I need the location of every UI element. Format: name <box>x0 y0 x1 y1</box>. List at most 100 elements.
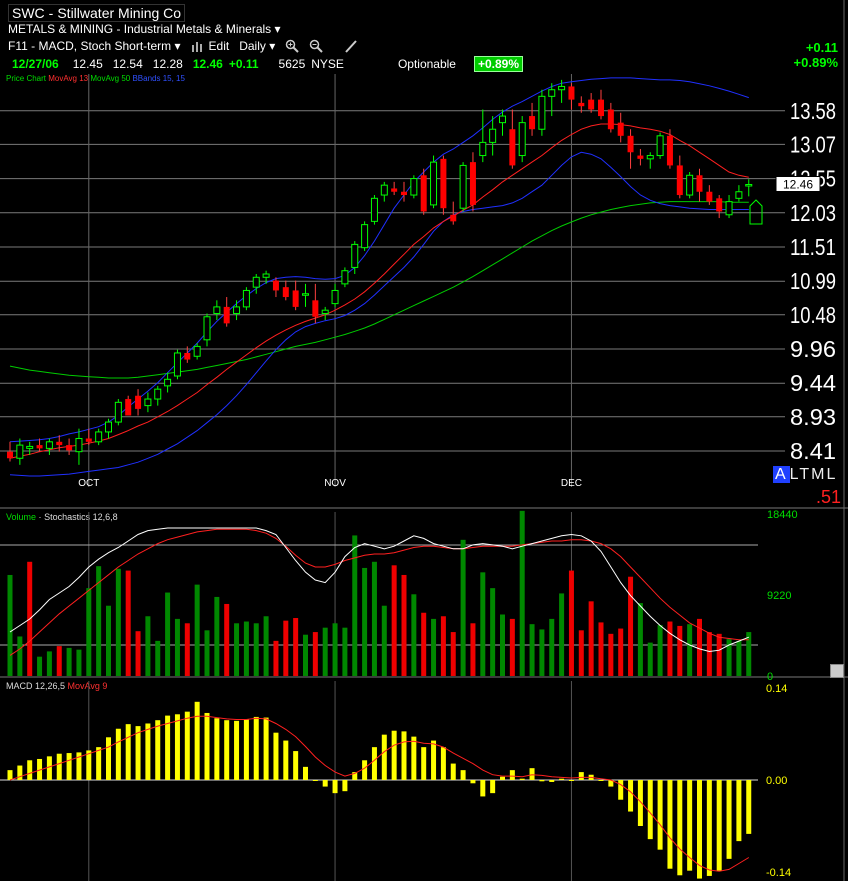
macd-bar <box>628 780 634 812</box>
arrow-down-icon <box>749 199 763 225</box>
volume-bar <box>204 630 210 676</box>
volume-bar <box>17 636 23 676</box>
volume-bar <box>588 601 594 676</box>
ma50-line <box>9 201 749 379</box>
candle-body <box>538 95 546 130</box>
macd-bar <box>322 780 328 787</box>
macd-bar <box>214 718 220 780</box>
candle-body <box>588 99 595 110</box>
panel-resize-handle[interactable] <box>830 664 844 678</box>
candle-body <box>370 197 378 222</box>
candle-body <box>450 214 457 222</box>
candle-body <box>56 441 63 446</box>
optionable-label: Optionable <box>397 57 456 71</box>
candle-body <box>518 122 526 157</box>
zoom-in-icon[interactable] <box>285 39 299 53</box>
volume-tick-label: 9220 <box>767 590 791 602</box>
volume-bar <box>509 618 515 676</box>
zoom-out-icon[interactable] <box>309 39 323 53</box>
candle-body <box>7 451 13 459</box>
volume-bar <box>440 616 446 676</box>
candle-body <box>75 438 83 453</box>
volume-bar <box>519 510 525 676</box>
layout-selector[interactable]: F11 - MACD, Stoch Short-term ▾ <box>8 39 181 53</box>
change-value: +0.11 <box>805 40 838 55</box>
macd-bar <box>460 770 466 780</box>
candle-body <box>361 224 369 249</box>
candle-body <box>154 388 162 400</box>
macd-bar <box>647 780 653 840</box>
legend-macd: MACD 12,26,5 <box>6 681 66 691</box>
candle-body <box>272 280 279 291</box>
macd-bar <box>145 723 151 780</box>
candle-body <box>745 184 753 187</box>
volume-bar <box>500 614 505 676</box>
volume-bar <box>421 612 427 676</box>
macd-bar <box>539 780 545 782</box>
industry-selector[interactable]: METALS & MINING - Industrial Metals & Mi… <box>8 22 281 36</box>
candle-body <box>213 306 221 314</box>
volume-bar <box>283 620 289 676</box>
candle-body <box>292 290 299 307</box>
candle-body <box>509 129 516 166</box>
macd-bar <box>253 716 259 780</box>
macd-bar <box>106 737 111 780</box>
macd-bar <box>46 756 52 780</box>
candle-body <box>223 306 230 324</box>
macd-bar <box>697 780 702 879</box>
macd-bar <box>667 780 673 869</box>
edit-button[interactable]: Edit <box>191 39 230 53</box>
macd-bar <box>17 765 23 780</box>
altml-indicator[interactable]: A LTML <box>773 466 837 484</box>
quote-exchange: NYSE <box>311 57 344 71</box>
macd-bar <box>332 780 338 794</box>
volume-bar <box>401 574 407 676</box>
macd-bar <box>450 763 456 780</box>
price-tick-label: 8.41 <box>790 438 836 464</box>
macd-bar <box>174 714 180 780</box>
chart-toolbar: F11 - MACD, Stoch Short-term ▾ Edit Dail… <box>8 39 361 53</box>
macd-bar <box>480 780 486 797</box>
candle-body <box>184 352 191 360</box>
candle-body <box>341 270 349 285</box>
candle-body <box>144 398 152 407</box>
volume-bar <box>135 631 141 676</box>
month-label: DEC <box>561 478 582 489</box>
price-tick-label: 13.07 <box>790 131 836 157</box>
symbol-title[interactable]: SWC - Stillwater Mining Co <box>8 4 186 22</box>
volume-legend: Volume · Stochastics 12,6,8 <box>6 512 118 522</box>
change-percent: +0.89% <box>793 55 838 70</box>
candle-body <box>578 102 585 107</box>
pencil-icon[interactable] <box>341 39 361 53</box>
period-label: Daily <box>239 39 266 53</box>
volume-bar <box>746 632 752 676</box>
candle-body <box>646 155 654 160</box>
volume-bar <box>529 624 535 676</box>
title-separator: - <box>48 5 54 21</box>
macd-bar <box>578 772 584 780</box>
edit-label: Edit <box>208 39 230 53</box>
volume-bar <box>46 651 52 676</box>
macd-bar <box>342 780 348 792</box>
legend-price-chart: Price Chart <box>6 74 47 83</box>
macd-bar <box>381 734 387 780</box>
candle-body <box>164 378 172 387</box>
macd-bar <box>411 736 417 780</box>
candle-body <box>459 164 467 209</box>
macd-bar <box>440 747 446 780</box>
volume-bar <box>155 640 161 676</box>
candle-body <box>401 191 407 196</box>
macd-bar <box>637 780 643 826</box>
candle-body <box>16 444 24 459</box>
volume-bar <box>66 647 72 676</box>
volume-bar <box>490 588 496 676</box>
legend-ma50: MovAvg 50 <box>90 74 131 83</box>
macd-bar <box>155 720 161 780</box>
volume-bar <box>194 584 200 676</box>
period-selector[interactable]: Daily ▾ <box>239 39 275 53</box>
macd-bar <box>657 780 663 850</box>
macd-tick-label: -0.14 <box>766 867 791 879</box>
stoch-k-line <box>9 527 749 653</box>
macd-bar <box>726 780 732 859</box>
